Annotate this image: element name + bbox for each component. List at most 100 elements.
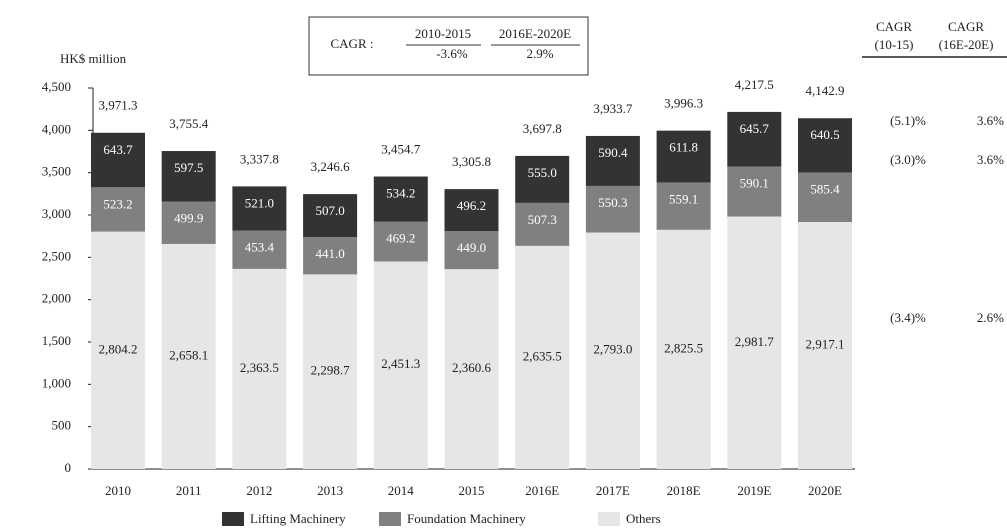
table-cell: (3.0)% bbox=[890, 152, 926, 167]
bar-segment bbox=[656, 182, 711, 230]
bar-segment bbox=[303, 194, 358, 238]
x-tick-label: 2010 bbox=[105, 483, 131, 498]
x-tick-label: 2011 bbox=[176, 483, 202, 498]
value-label: 550.3 bbox=[598, 195, 627, 210]
bar-segment bbox=[656, 130, 711, 183]
value-label: 2,635.5 bbox=[523, 348, 562, 363]
x-tick-label: 2019E bbox=[737, 483, 771, 498]
y-tick-label: 3,500 bbox=[42, 164, 71, 179]
cagr-period: 2016E-2020E bbox=[499, 26, 571, 41]
bar-segment bbox=[373, 221, 428, 262]
total-label: 3,971.3 bbox=[99, 98, 138, 113]
value-label: 469.2 bbox=[386, 231, 415, 246]
value-label: 2,825.5 bbox=[664, 340, 703, 355]
value-label: 555.0 bbox=[528, 165, 557, 180]
total-label: 3,246.6 bbox=[311, 159, 351, 174]
value-label: 2,451.3 bbox=[381, 356, 420, 371]
value-label: 590.4 bbox=[598, 145, 628, 160]
cagr-box-label: CAGR : bbox=[331, 36, 374, 51]
y-tick-label: 2,000 bbox=[42, 291, 71, 306]
bar-segment bbox=[585, 135, 640, 186]
bar-segment bbox=[585, 232, 640, 469]
value-label: 2,917.1 bbox=[806, 336, 845, 351]
bar-segment bbox=[444, 269, 499, 469]
legend-swatch bbox=[379, 512, 401, 526]
x-tick-label: 2015 bbox=[459, 483, 485, 498]
value-label: 2,298.7 bbox=[311, 363, 351, 378]
value-label: 597.5 bbox=[174, 160, 203, 175]
cagr-box bbox=[308, 16, 589, 76]
value-label: 534.2 bbox=[386, 185, 415, 200]
total-label: 3,996.3 bbox=[664, 96, 703, 111]
value-label: 2,981.7 bbox=[735, 334, 775, 349]
y-tick-label: 1,000 bbox=[42, 375, 71, 390]
bar-segment bbox=[91, 132, 145, 188]
bar-segment bbox=[91, 187, 145, 232]
bar-segment bbox=[444, 231, 499, 270]
y-tick-label: 0 bbox=[65, 460, 72, 475]
value-label: 507.3 bbox=[528, 212, 557, 227]
value-label: 2,793.0 bbox=[593, 342, 632, 357]
total-label: 3,697.8 bbox=[523, 121, 562, 136]
bar-segment bbox=[161, 243, 216, 469]
bar-segment bbox=[798, 222, 852, 469]
value-label: 441.0 bbox=[315, 246, 344, 261]
y-tick-label: 4,000 bbox=[42, 121, 71, 136]
y-tick-label: 1,500 bbox=[42, 333, 71, 348]
legend-label: Others bbox=[626, 511, 661, 526]
value-label: 521.0 bbox=[245, 195, 274, 210]
value-label: 453.4 bbox=[245, 239, 275, 254]
bar-segment bbox=[161, 201, 216, 244]
bar-segment bbox=[515, 202, 570, 246]
bar-segment bbox=[727, 216, 782, 469]
legend-label: Foundation Machinery bbox=[407, 511, 526, 526]
x-tick-label: 2017E bbox=[596, 483, 630, 498]
value-label: 585.4 bbox=[810, 181, 840, 196]
table-cell: (3.4)% bbox=[890, 310, 926, 325]
bar-segment bbox=[515, 245, 570, 469]
bar-segment bbox=[798, 118, 852, 173]
bar-segment bbox=[373, 176, 428, 222]
x-tick-label: 2012 bbox=[246, 483, 272, 498]
x-tick-label: 2013 bbox=[317, 483, 343, 498]
value-label: 2,804.2 bbox=[99, 341, 138, 356]
total-label: 3,305.8 bbox=[452, 154, 491, 169]
value-label: 507.0 bbox=[315, 203, 344, 218]
bar-segment bbox=[798, 172, 852, 223]
total-label: 3,933.7 bbox=[593, 101, 633, 116]
total-label: 4,142.9 bbox=[806, 83, 845, 98]
value-label: 2,363.5 bbox=[240, 360, 279, 375]
bar-segment bbox=[161, 151, 216, 202]
value-label: 590.1 bbox=[740, 176, 769, 191]
y-tick-label: 3,000 bbox=[42, 206, 71, 221]
x-tick-label: 2018E bbox=[667, 483, 701, 498]
legend-swatch bbox=[222, 512, 244, 526]
table-cell: 3.6% bbox=[977, 113, 1004, 128]
bar-segment bbox=[232, 268, 287, 469]
value-label: 645.7 bbox=[740, 121, 770, 136]
value-label: 499.9 bbox=[174, 211, 203, 226]
bar-segment bbox=[444, 189, 499, 232]
table-cell: 3.6% bbox=[977, 152, 1004, 167]
legend-label: Lifting Machinery bbox=[250, 511, 346, 526]
bar-segment bbox=[303, 274, 358, 469]
value-label: 643.7 bbox=[103, 142, 133, 157]
bar-segment bbox=[232, 186, 287, 231]
value-label: 523.2 bbox=[103, 196, 132, 211]
table-header: CAGR bbox=[948, 19, 984, 34]
cagr-value: 2.9% bbox=[526, 46, 553, 61]
total-label: 3,454.7 bbox=[381, 141, 421, 156]
bar-segment bbox=[727, 111, 782, 167]
x-tick-label: 2016E bbox=[525, 483, 559, 498]
x-tick-label: 2020E bbox=[808, 483, 842, 498]
total-label: 3,755.4 bbox=[169, 116, 209, 131]
bar-segment bbox=[515, 155, 570, 203]
legend-swatch bbox=[598, 512, 620, 526]
value-label: 611.8 bbox=[669, 140, 698, 155]
bar-segment bbox=[585, 185, 640, 233]
y-tick-label: 4,500 bbox=[42, 79, 71, 94]
bar-segment bbox=[727, 166, 782, 217]
y-tick-label: 2,500 bbox=[42, 248, 71, 263]
